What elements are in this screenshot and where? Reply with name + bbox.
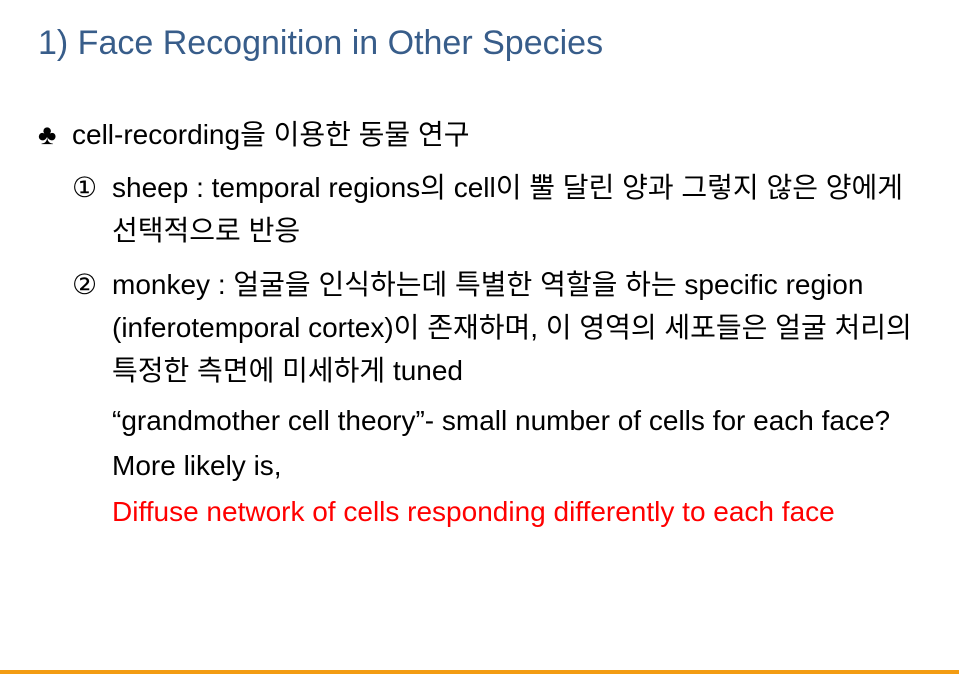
more-likely-line: More likely is, [112,444,921,487]
grandmother-quote: “grandmother cell theory”- small number … [112,399,921,442]
circled-number-1: ① [72,166,112,209]
club-icon: ♣ [38,113,72,156]
numbered-item-2: ② monkey : 얼굴을 인식하는데 특별한 역할을 하는 specific… [72,263,921,393]
numbered-item-2-text: monkey : 얼굴을 인식하는데 특별한 역할을 하는 specific r… [112,263,921,393]
club-text: cell-recording을 이용한 동물 연구 [72,113,921,156]
club-bullet-row: ♣ cell-recording을 이용한 동물 연구 [38,113,921,156]
bottom-rule [0,670,959,674]
numbered-item-1-text: sheep : temporal regions의 cell이 뿔 달린 양과 … [112,166,921,253]
slide-title: 1) Face Recognition in Other Species [38,22,921,65]
slide-container: 1) Face Recognition in Other Species ♣ c… [0,0,959,688]
diffuse-network-line: Diffuse network of cells responding diff… [112,490,921,533]
numbered-item-1: ① sheep : temporal regions의 cell이 뿔 달린 양… [72,166,921,253]
circled-number-2: ② [72,263,112,306]
